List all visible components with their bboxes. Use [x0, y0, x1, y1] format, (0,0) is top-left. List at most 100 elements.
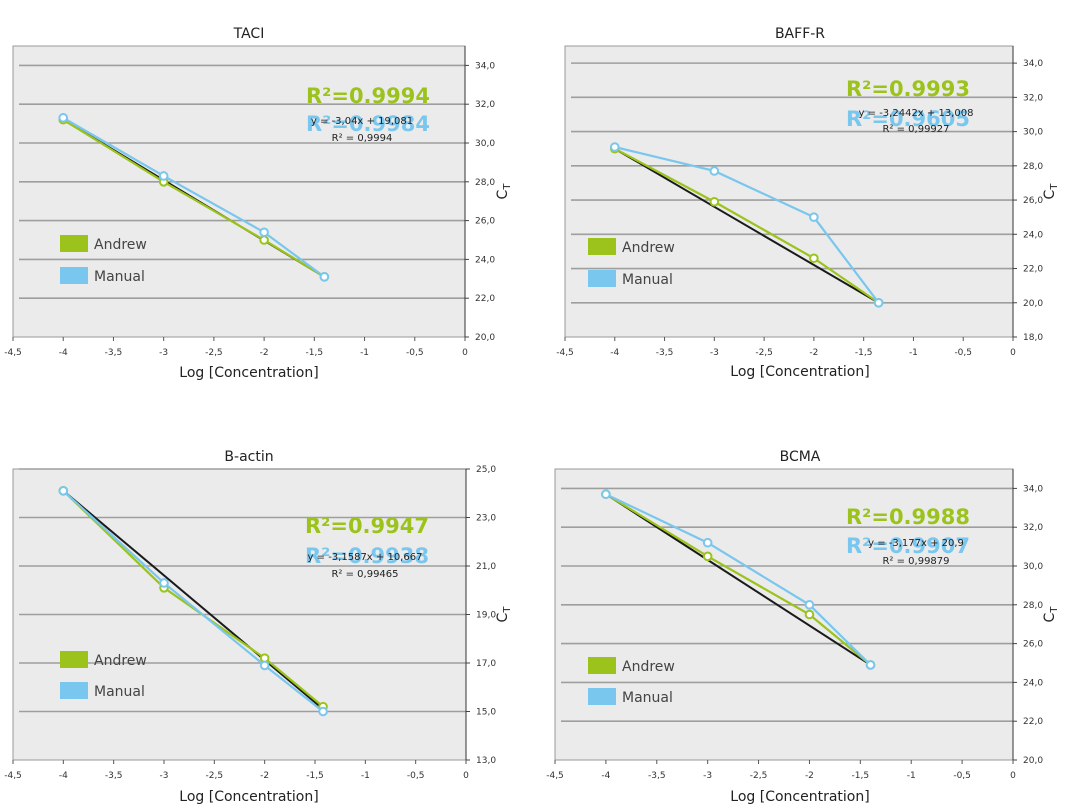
- legend-swatch-manual: [60, 267, 88, 284]
- series-line-andrew: [62, 118, 325, 278]
- trendline-r2: R² = 0,9994: [332, 133, 393, 144]
- legend-label-andrew: Andrew: [94, 653, 147, 669]
- r2-andrew-label: R²=0.9947: [305, 514, 429, 538]
- trendline-equation: y = -3,177x + 20,9: [868, 538, 964, 549]
- y-tick-label: 32,0: [475, 100, 495, 110]
- x-tick-label: -0,5: [954, 348, 972, 358]
- r2-andrew-label: R²=0.9993: [846, 77, 970, 101]
- trendline-equation: y = -3,2442x + 13,008: [859, 108, 974, 119]
- r2-andrew-label: R²=0.9988: [846, 505, 970, 529]
- x-tick-label: 0: [1010, 348, 1016, 358]
- data-point-manual: [318, 706, 328, 717]
- x-tick-label: -3,5: [105, 348, 123, 358]
- legend-label-manual: Manual: [622, 690, 673, 706]
- x-tick-label: -2,5: [206, 771, 224, 781]
- y-tick-label: 30,0: [1023, 128, 1043, 138]
- y-tick-label: 34,0: [1023, 59, 1043, 69]
- chart-panel-2: BAFF-R 18,0 20,0 22,0 24,0 26,0 28,0 30,0 32,0 34…: [556, 26, 1060, 380]
- data-point-manual: [159, 578, 169, 588]
- y-tick-label: 28,0: [1023, 162, 1043, 172]
- data-point-manual: [873, 297, 884, 308]
- data-point-manual: [804, 600, 815, 610]
- r2-manual-label: R²=0.9907: [846, 534, 970, 558]
- data-point-manual: [609, 142, 620, 152]
- y-tick-label: 30,0: [475, 139, 495, 149]
- r2-manual-label: R²=0.9938: [305, 544, 429, 568]
- series-line-manual: [62, 490, 324, 713]
- y-tick-label: 24,0: [1023, 230, 1043, 240]
- y-tick-label: 19,0: [476, 611, 496, 621]
- y-axis-label: CT: [1042, 183, 1060, 200]
- x-tick-label: -3: [160, 771, 169, 781]
- trendline-r2: R² = 0,99465: [331, 569, 398, 580]
- trendline-r2: R² = 0,99927: [882, 124, 949, 135]
- x-tick-label: -3,5: [656, 348, 674, 358]
- legend-label-andrew: Andrew: [622, 659, 675, 675]
- x-tick-label: -1: [361, 771, 370, 781]
- x-tick-label: -1,5: [306, 348, 324, 358]
- x-tick-label: -3: [710, 348, 719, 358]
- y-tick-label: 20,0: [475, 333, 495, 343]
- data-point-andrew: [709, 196, 720, 207]
- r2-manual-label: R²=0.9984: [306, 112, 430, 136]
- x-tick-label: -0,5: [407, 771, 425, 781]
- data-point-manual: [158, 171, 169, 181]
- x-tick-label: -2: [260, 771, 269, 781]
- y-tick-label: 32,0: [1023, 523, 1043, 533]
- x-axis-label: Log [Concentration]: [179, 789, 318, 805]
- legend-label-andrew: Andrew: [622, 240, 675, 256]
- x-axis-label: Log [Concentration]: [730, 789, 869, 805]
- legend-label-manual: Manual: [94, 684, 145, 700]
- data-point-manual: [58, 112, 69, 123]
- plot-area: [12, 45, 466, 338]
- legend-swatch-andrew: [588, 657, 616, 674]
- x-tick-label: -3: [703, 771, 712, 781]
- x-tick-label: -2: [805, 771, 814, 781]
- x-tick-label: -1: [909, 348, 918, 358]
- x-tick-label: -4: [610, 348, 619, 358]
- x-tick-label: -4: [601, 771, 610, 781]
- data-point-manual: [709, 166, 720, 176]
- chart-title: BCMA: [780, 449, 821, 465]
- y-tick-label: 26,0: [1023, 196, 1043, 206]
- x-tick-label: -0,5: [406, 348, 424, 358]
- legend-swatch-manual: [588, 688, 616, 705]
- y-tick-label: 34,0: [475, 61, 495, 71]
- series-line-andrew: [614, 147, 880, 304]
- x-tick-label: -2: [809, 348, 818, 358]
- chart-title: TACI: [233, 26, 265, 42]
- legend-label-manual: Manual: [94, 269, 145, 285]
- data-point-manual: [259, 660, 270, 671]
- y-tick-label: 22,0: [1023, 717, 1043, 727]
- data-point-manual: [865, 660, 876, 670]
- y-tick-label: 23,0: [476, 514, 496, 524]
- x-tick-label: -2,5: [205, 348, 223, 358]
- y-tick-label: 22,0: [475, 294, 495, 304]
- y-tick-label: 18,0: [1023, 333, 1043, 343]
- legend-swatch-manual: [588, 270, 616, 287]
- x-tick-label: -4,5: [4, 348, 22, 358]
- plot-area: [564, 45, 1014, 338]
- r2-manual-label: R²=0.9605: [846, 107, 970, 131]
- data-point-manual: [809, 212, 819, 222]
- x-tick-label: -1,5: [306, 771, 324, 781]
- legend-swatch-andrew: [588, 238, 616, 255]
- x-tick-label: -1,5: [852, 771, 870, 781]
- y-tick-label: 28,0: [1023, 601, 1043, 611]
- y-tick-label: 20,0: [1023, 299, 1043, 309]
- legend-swatch-manual: [60, 682, 88, 699]
- legend-swatch-andrew: [60, 651, 88, 668]
- x-tick-label: -4,5: [4, 771, 22, 781]
- chart-panel-1: TACI 20,0 22,0 24,0 26,0 28,0 30,0 32,0 34,0 -4,5…: [4, 26, 513, 381]
- x-tick-label: -3,5: [648, 771, 666, 781]
- data-point-manual: [702, 537, 713, 548]
- y-axis-label-subscript: T: [502, 183, 513, 191]
- series-line-manual: [62, 116, 326, 278]
- x-tick-label: -4: [59, 348, 68, 358]
- data-point-andrew: [259, 235, 269, 245]
- data-point-manual: [601, 489, 611, 500]
- x-tick-label: -1: [907, 771, 916, 781]
- x-tick-label: -4,5: [556, 348, 574, 358]
- trendline: [614, 147, 880, 304]
- y-tick-label: 20,0: [1023, 756, 1043, 766]
